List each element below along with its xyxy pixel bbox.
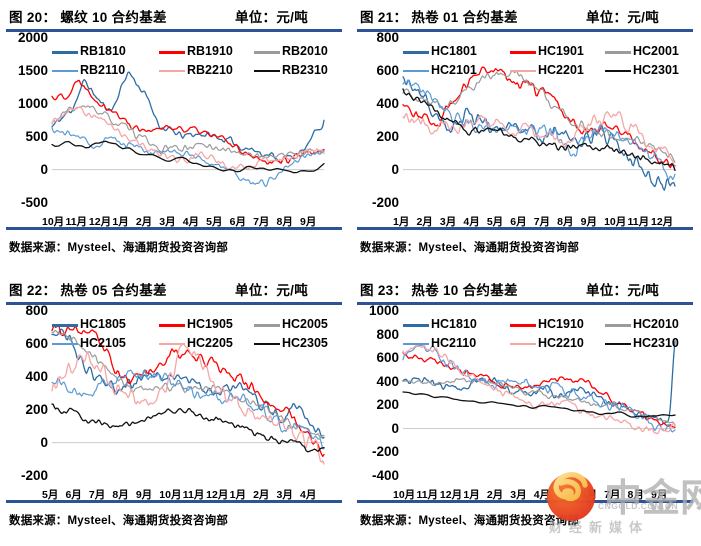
- svg-text:中金网: 中金网: [604, 477, 701, 520]
